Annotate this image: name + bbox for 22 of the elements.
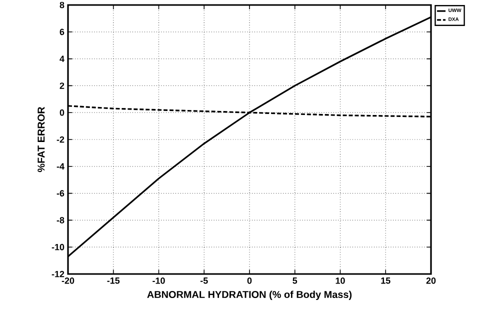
y-tick-label: -4 — [56, 163, 64, 170]
y-tick-label: 6 — [60, 28, 64, 36]
x-tick-label: 20 — [426, 278, 436, 284]
y-tick-label: -10 — [52, 244, 64, 250]
y-tick-label: -2 — [56, 136, 64, 143]
x-tick-label: -5 — [200, 278, 208, 284]
x-tick-label: 15 — [381, 278, 390, 284]
x-tick-label: 0 — [247, 278, 252, 284]
y-axis-title: %FAT ERROR — [38, 106, 45, 172]
x-tick-label: 10 — [336, 278, 345, 284]
y-tick-label: 8 — [60, 2, 64, 8]
y-tick-label: 2 — [60, 82, 64, 89]
x-tick-label: -10 — [152, 278, 165, 284]
y-tick-label: -8 — [56, 217, 64, 224]
x-tick-label: 5 — [292, 278, 298, 284]
x-axis-title: ABNORMAL HYDRATION (% of Body Mass) — [147, 290, 352, 300]
y-tick-label: -12 — [52, 270, 64, 278]
y-tick-label: -6 — [56, 190, 64, 196]
x-tick-label: -15 — [107, 278, 120, 284]
x-tick-label: -20 — [62, 278, 74, 284]
y-tick-label: 4 — [60, 56, 64, 62]
y-tick-label: 0 — [60, 109, 64, 116]
